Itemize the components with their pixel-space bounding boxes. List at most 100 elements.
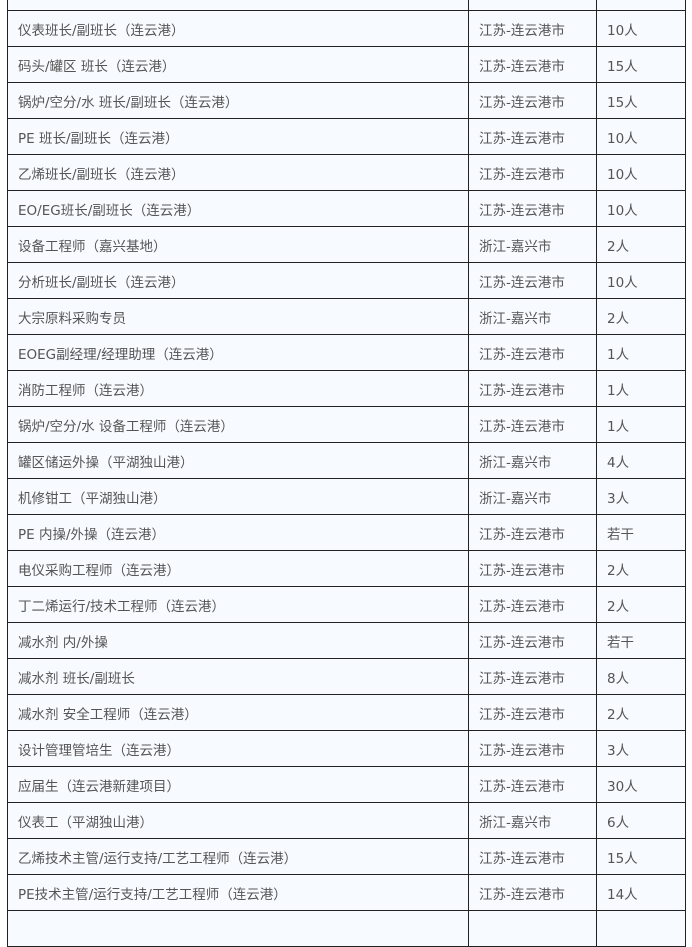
headcount-cell: 6人 (596, 802, 686, 839)
position-cell: 仪表班长/副班长（连云港） (7, 10, 469, 47)
headcount-cell: 2人 (596, 298, 686, 335)
headcount-cell: 1人 (596, 370, 686, 407)
position-cell: EO/EG班长/副班长（连云港） (7, 190, 469, 227)
table-row: 大宗原料采购专员 浙江-嘉兴市 2人 (7, 298, 686, 335)
table-row: 减水剂 安全工程师（连云港） 江苏-连云港市 2人 (7, 694, 686, 731)
location-cell: 江苏-连云港市 (468, 514, 597, 551)
position-cell (7, 910, 469, 947)
headcount-cell: 10人 (596, 10, 686, 47)
location-cell (468, 0, 597, 11)
table-row: 消防工程师（连云港） 江苏-连云港市 1人 (7, 370, 686, 407)
headcount-cell: 若干 (596, 622, 686, 659)
table-row: EOEG副经理/经理助理（连云港） 江苏-连云港市 1人 (7, 334, 686, 371)
location-cell: 江苏-连云港市 (468, 46, 597, 83)
location-cell: 江苏-连云港市 (468, 874, 597, 911)
headcount-cell: 8人 (596, 658, 686, 695)
table-row (7, 0, 686, 11)
location-cell: 江苏-连云港市 (468, 82, 597, 119)
location-cell: 江苏-连云港市 (468, 10, 597, 47)
position-cell (7, 0, 469, 11)
position-cell: 机修钳工（平湖独山港） (7, 478, 469, 515)
table-row: 仪表工（平湖独山港） 浙江-嘉兴市 6人 (7, 802, 686, 839)
location-cell: 江苏-连云港市 (468, 262, 597, 299)
position-cell: 码头/罐区 班长（连云港） (7, 46, 469, 83)
table-row: 仪表班长/副班长（连云港） 江苏-连云港市 10人 (7, 10, 686, 47)
position-cell: 设计管理管培生（连云港） (7, 730, 469, 767)
table-row: PE技术主管/运行支持/工艺工程师（连云港） 江苏-连云港市 14人 (7, 874, 686, 911)
table-row: 丁二烯运行/技术工程师（连云港） 江苏-连云港市 2人 (7, 586, 686, 623)
position-cell: 电仪采购工程师（连云港） (7, 550, 469, 587)
position-cell: 乙烯班长/副班长（连云港） (7, 154, 469, 191)
table-row: 电仪采购工程师（连云港） 江苏-连云港市 2人 (7, 550, 686, 587)
table-row: 乙烯班长/副班长（连云港） 江苏-连云港市 10人 (7, 154, 686, 191)
location-cell: 浙江-嘉兴市 (468, 226, 597, 263)
location-cell: 江苏-连云港市 (468, 622, 597, 659)
location-cell: 浙江-嘉兴市 (468, 442, 597, 479)
headcount-cell: 1人 (596, 334, 686, 371)
position-cell: 锅炉/空分/水 设备工程师（连云港） (7, 406, 469, 443)
headcount-cell: 15人 (596, 82, 686, 119)
table-row: 减水剂 内/外操 江苏-连云港市 若干 (7, 622, 686, 659)
position-cell: PE 内操/外操（连云港） (7, 514, 469, 551)
table-row: 锅炉/空分/水 设备工程师（连云港） 江苏-连云港市 1人 (7, 406, 686, 443)
location-cell: 浙江-嘉兴市 (468, 478, 597, 515)
headcount-cell: 30人 (596, 766, 686, 803)
headcount-cell: 10人 (596, 154, 686, 191)
position-cell: 消防工程师（连云港） (7, 370, 469, 407)
location-cell (468, 910, 597, 947)
headcount-cell: 2人 (596, 694, 686, 731)
headcount-cell (596, 910, 686, 947)
table-row: 乙烯技术主管/运行支持/工艺工程师（连云港） 江苏-连云港市 15人 (7, 838, 686, 875)
table-row: 锅炉/空分/水 班长/副班长（连云港） 江苏-连云港市 15人 (7, 82, 686, 119)
position-cell: 减水剂 安全工程师（连云港） (7, 694, 469, 731)
location-cell: 江苏-连云港市 (468, 190, 597, 227)
location-cell: 浙江-嘉兴市 (468, 298, 597, 335)
headcount-cell: 10人 (596, 118, 686, 155)
position-cell: 分析班长/副班长（连云港） (7, 262, 469, 299)
table-row: 分析班长/副班长（连云港） 江苏-连云港市 10人 (7, 262, 686, 299)
location-cell: 江苏-连云港市 (468, 370, 597, 407)
location-cell: 江苏-连云港市 (468, 766, 597, 803)
location-cell: 江苏-连云港市 (468, 658, 597, 695)
location-cell: 江苏-连云港市 (468, 154, 597, 191)
position-cell: 锅炉/空分/水 班长/副班长（连云港） (7, 82, 469, 119)
table-row: 罐区储运外操（平湖独山港） 浙江-嘉兴市 4人 (7, 442, 686, 479)
position-cell: PE 班长/副班长（连云港） (7, 118, 469, 155)
table-row: 码头/罐区 班长（连云港） 江苏-连云港市 15人 (7, 46, 686, 83)
headcount-cell: 14人 (596, 874, 686, 911)
job-openings-table: 仪表班长/副班长（连云港） 江苏-连云港市 10人 码头/罐区 班长（连云港） 江苏-连… (7, 0, 686, 947)
position-cell: 仪表工（平湖独山港） (7, 802, 469, 839)
headcount-cell: 3人 (596, 730, 686, 767)
position-cell: 罐区储运外操（平湖独山港） (7, 442, 469, 479)
position-cell: 减水剂 班长/副班长 (7, 658, 469, 695)
headcount-cell: 10人 (596, 190, 686, 227)
headcount-cell: 10人 (596, 262, 686, 299)
headcount-cell: 2人 (596, 550, 686, 587)
location-cell: 江苏-连云港市 (468, 406, 597, 443)
headcount-cell: 3人 (596, 478, 686, 515)
position-cell: 设备工程师（嘉兴基地） (7, 226, 469, 263)
headcount-cell: 15人 (596, 838, 686, 875)
headcount-cell: 若干 (596, 514, 686, 551)
location-cell: 浙江-嘉兴市 (468, 802, 597, 839)
headcount-cell: 4人 (596, 442, 686, 479)
headcount-cell: 15人 (596, 46, 686, 83)
headcount-cell: 2人 (596, 586, 686, 623)
table-row: 减水剂 班长/副班长 江苏-连云港市 8人 (7, 658, 686, 695)
headcount-cell: 1人 (596, 406, 686, 443)
location-cell: 江苏-连云港市 (468, 118, 597, 155)
table-row: 应届生（连云港新建项目） 江苏-连云港市 30人 (7, 766, 686, 803)
position-cell: 减水剂 内/外操 (7, 622, 469, 659)
location-cell: 江苏-连云港市 (468, 838, 597, 875)
position-cell: PE技术主管/运行支持/工艺工程师（连云港） (7, 874, 469, 911)
table-row: 机修钳工（平湖独山港） 浙江-嘉兴市 3人 (7, 478, 686, 515)
table-row: PE 班长/副班长（连云港） 江苏-连云港市 10人 (7, 118, 686, 155)
table-row: PE 内操/外操（连云港） 江苏-连云港市 若干 (7, 514, 686, 551)
position-cell: 乙烯技术主管/运行支持/工艺工程师（连云港） (7, 838, 469, 875)
location-cell: 江苏-连云港市 (468, 550, 597, 587)
position-cell: 应届生（连云港新建项目） (7, 766, 469, 803)
headcount-cell (596, 0, 686, 11)
position-cell: 大宗原料采购专员 (7, 298, 469, 335)
headcount-cell: 2人 (596, 226, 686, 263)
table-row: EO/EG班长/副班长（连云港） 江苏-连云港市 10人 (7, 190, 686, 227)
